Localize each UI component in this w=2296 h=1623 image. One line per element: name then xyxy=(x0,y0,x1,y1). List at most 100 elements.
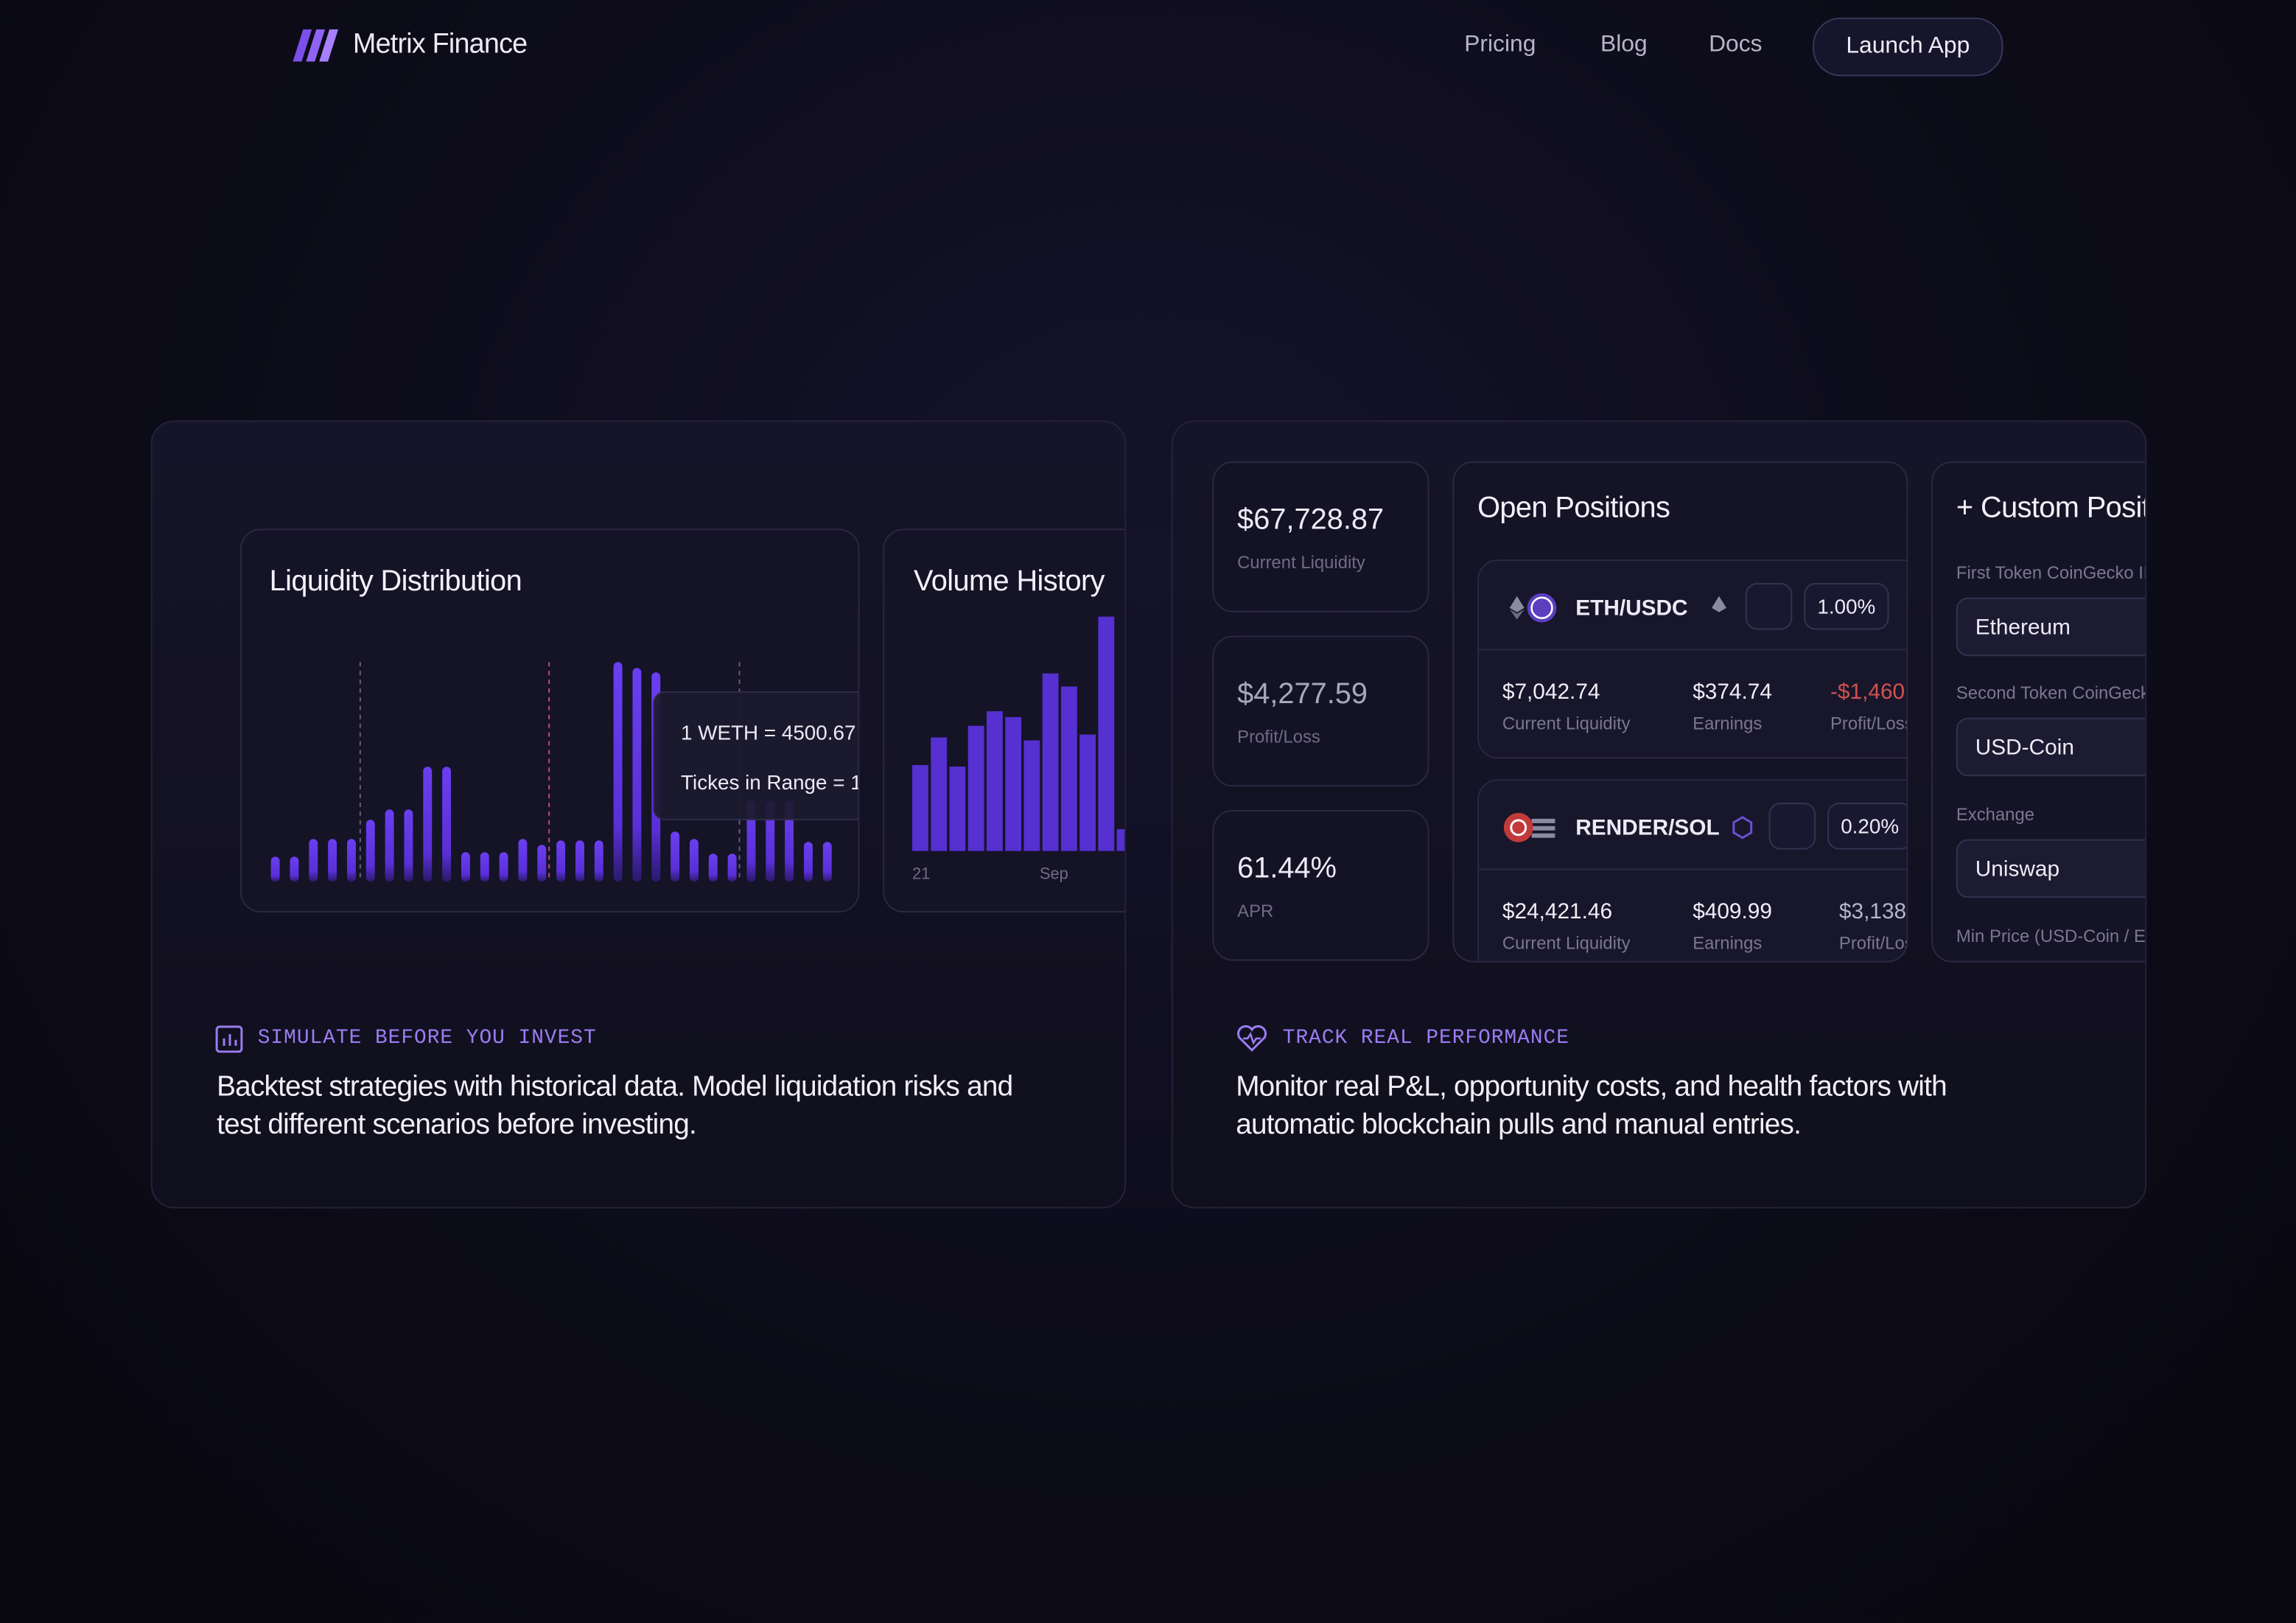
bar xyxy=(766,800,775,882)
bar xyxy=(986,711,1003,851)
volume-chart xyxy=(912,616,1125,851)
bar xyxy=(708,854,718,882)
bar xyxy=(613,662,623,882)
value: $374.74 xyxy=(1693,680,1772,705)
divider xyxy=(1479,649,1907,651)
custom-panel: + Custom Position First Token CoinGecko … xyxy=(1931,461,2146,963)
bar xyxy=(746,800,756,882)
stat-value: $67,728.87 xyxy=(1237,503,1385,537)
bar xyxy=(423,767,433,882)
bar xyxy=(1005,716,1022,851)
panel-title: Liquidity Distribution xyxy=(269,565,522,598)
chain-pill xyxy=(1768,802,1816,850)
launch-button[interactable]: Launch App xyxy=(1813,17,2003,77)
bar xyxy=(518,839,528,882)
bar xyxy=(1098,616,1115,851)
bar xyxy=(931,737,948,851)
position[interactable]: RENDER/SOL 0.20% $24,421.46 Current Liqu… xyxy=(1477,779,1907,961)
bar xyxy=(461,852,470,882)
logo xyxy=(293,29,339,62)
bar xyxy=(385,809,394,882)
bar xyxy=(785,800,794,882)
input[interactable]: USD-Coin xyxy=(1956,717,2146,777)
token-icons xyxy=(1503,812,1555,842)
tooltip: 1 WETH = 4500.67 Tickes in Range = 1 xyxy=(653,691,860,820)
track-card: $67,728.87 Current Liquidity $4,277.59 Pro… xyxy=(1171,420,2147,1209)
nav-link[interactable]: Docs xyxy=(1709,32,1763,57)
stat-value: $4,277.59 xyxy=(1237,678,1368,711)
pair: RENDER/SOL xyxy=(1575,815,1720,841)
stat-label: Current Liquidity xyxy=(1237,552,1365,573)
volume-panel: Volume History 21 Sep xyxy=(883,528,1125,913)
stat: $67,728.87 Current Liquidity xyxy=(1212,461,1429,612)
value: $3,138 xyxy=(1838,899,1907,924)
bar xyxy=(328,839,337,882)
bar xyxy=(803,842,813,882)
bar xyxy=(346,839,356,882)
panel-title: Volume History xyxy=(914,565,1105,598)
brand: Metrix Finance xyxy=(352,29,528,60)
stat: $4,277.59 Profit/Loss xyxy=(1212,635,1429,787)
value: -$1,460 xyxy=(1830,680,1905,705)
value: $24,421.46 xyxy=(1502,899,1613,924)
position[interactable]: ETH/USDC 1.00% $7,042.74 Current Liquidi… xyxy=(1477,559,1907,759)
bar xyxy=(949,767,966,851)
bar xyxy=(632,668,642,882)
field-label: Exchange xyxy=(1956,803,2034,825)
nav-link[interactable]: Pricing xyxy=(1464,32,1536,57)
bar xyxy=(309,839,318,882)
label: Profit/Loss xyxy=(1838,932,1906,954)
tooltip-text: Tickes in Range = 1 xyxy=(681,770,860,795)
divider xyxy=(1479,868,1907,870)
nav-link[interactable]: Blog xyxy=(1600,32,1648,57)
bar xyxy=(967,725,984,851)
value: $7,042.74 xyxy=(1502,680,1600,705)
bar xyxy=(1116,828,1125,851)
bar xyxy=(404,809,413,882)
panel-title: Open Positions xyxy=(1477,492,1670,525)
fee: 1.00% xyxy=(1804,582,1889,630)
feature-text: Backtest strategies with historical data… xyxy=(217,1070,1013,1142)
feature-label: TRACK REAL PERFORMANCE xyxy=(1282,1027,1569,1050)
input[interactable]: Ethereum xyxy=(1956,597,2146,657)
stat-label: Profit/Loss xyxy=(1237,726,1320,747)
positions-panel: Open Positions ETH/USDC 1.00% $7,042.74 … xyxy=(1452,461,1908,963)
chart-icon xyxy=(215,1025,243,1053)
bar xyxy=(499,852,508,882)
bar xyxy=(727,854,737,882)
label: Current Liquidity xyxy=(1502,713,1631,734)
feature-label: SIMULATE BEFORE YOU INVEST xyxy=(257,1027,597,1050)
liquidity-chart xyxy=(270,662,832,882)
fee: 0.20% xyxy=(1827,802,1907,850)
field-label: First Token CoinGecko ID xyxy=(1956,562,2147,583)
bar xyxy=(365,820,375,882)
field-label: Min Price (USD-Coin / ETH) xyxy=(1956,925,2146,946)
x-label: 21 xyxy=(912,865,931,884)
input[interactable]: Uniswap xyxy=(1956,839,2146,898)
chain-icon xyxy=(1712,596,1726,612)
panel-title: + Custom Position xyxy=(1956,492,2145,525)
heart-icon xyxy=(1237,1025,1267,1052)
x-label: Sep xyxy=(1039,865,1068,884)
bar xyxy=(594,840,603,882)
bar xyxy=(556,840,566,882)
feature-text: Monitor real P&L, opportunity costs, and… xyxy=(1236,1070,1947,1142)
bar xyxy=(575,840,584,882)
label: Current Liquidity xyxy=(1502,932,1631,954)
bar xyxy=(1042,673,1059,851)
liquidity-panel: Liquidity Distribution 1 WETH = 4500.67 … xyxy=(239,528,860,913)
bar xyxy=(671,831,680,882)
bar xyxy=(290,856,299,882)
token-icons xyxy=(1509,593,1557,623)
bar xyxy=(480,852,489,882)
simulate-card: Liquidity Distribution 1 WETH = 4500.67 … xyxy=(150,420,1127,1209)
chain-pill xyxy=(1745,582,1793,630)
label: Earnings xyxy=(1693,932,1763,954)
bar xyxy=(912,765,928,851)
stat: 61.44% APR xyxy=(1212,809,1429,961)
pair: ETH/USDC xyxy=(1575,596,1688,621)
bar xyxy=(537,845,547,882)
bar xyxy=(689,839,699,882)
